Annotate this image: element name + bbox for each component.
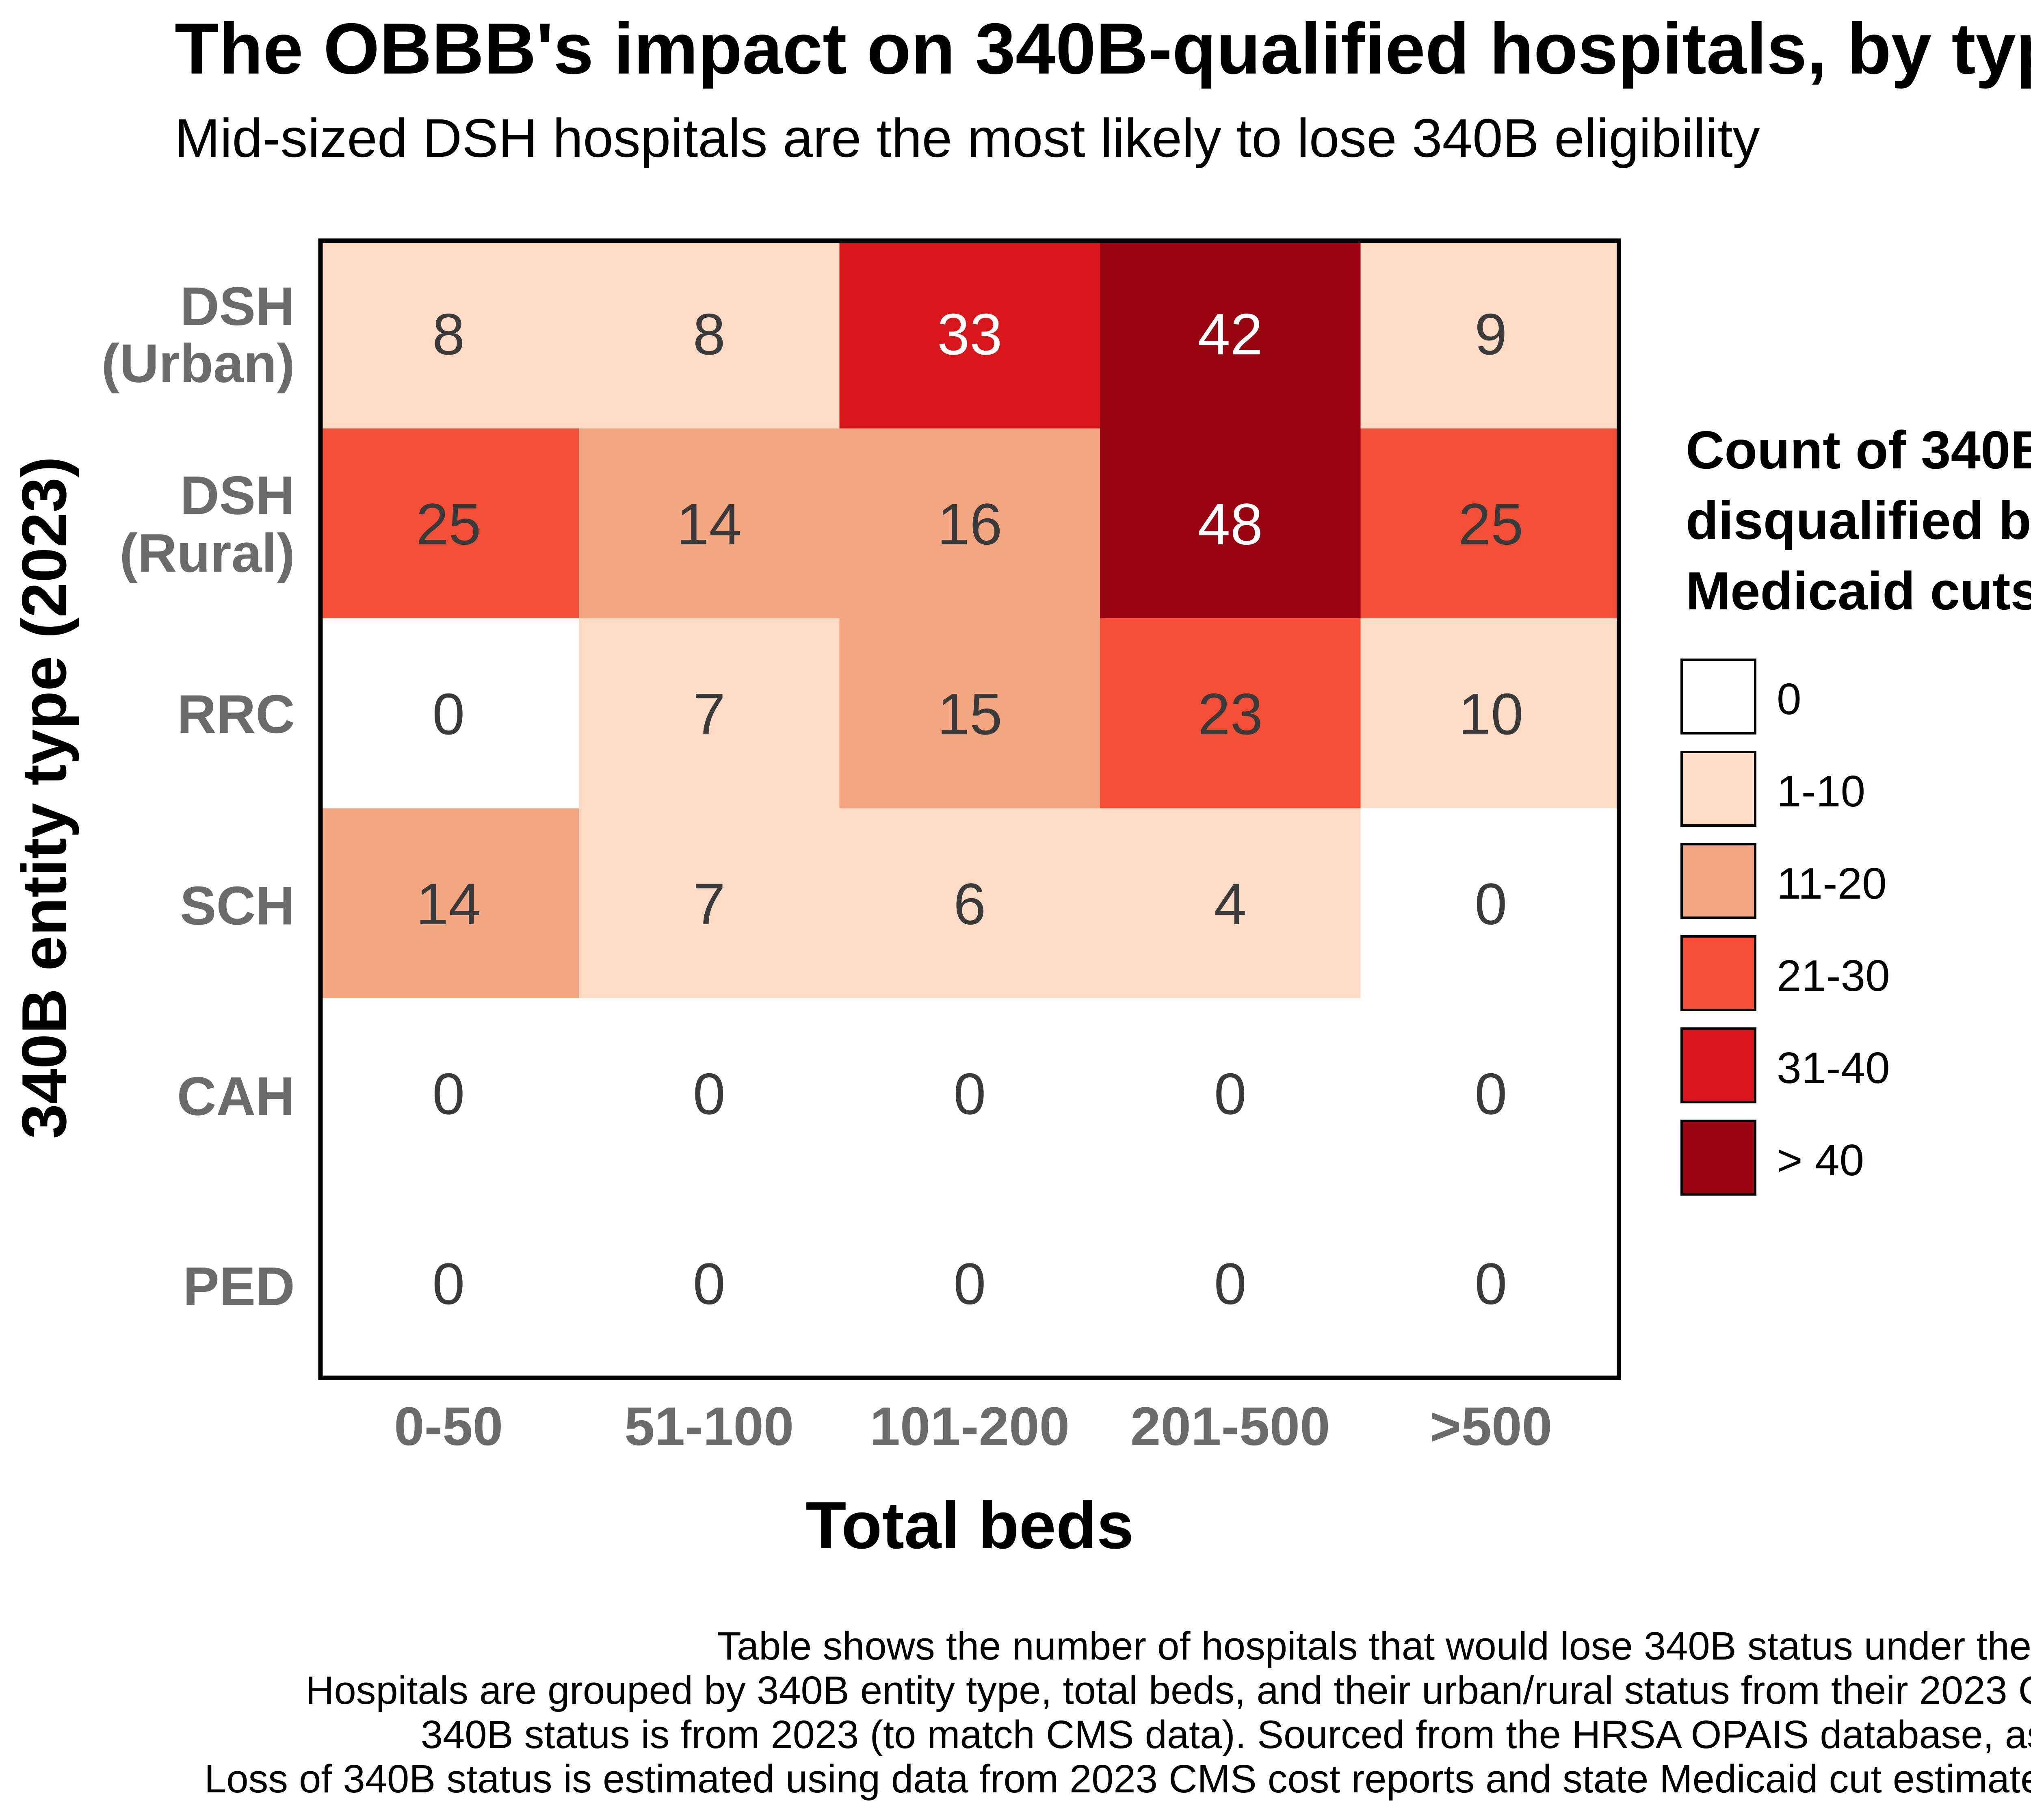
svg-text:1-10: 1-10 (1777, 767, 1865, 816)
svg-text:340B entity type (2023): 340B entity type (2023) (9, 457, 79, 1139)
svg-text:DSH: DSH (180, 276, 295, 337)
svg-text:0: 0 (1475, 1251, 1507, 1317)
svg-text:0: 0 (693, 1061, 725, 1127)
svg-text:0: 0 (953, 1061, 986, 1127)
svg-text:Mid-sized DSH hospitals are th: Mid-sized DSH hospitals are the most lik… (175, 108, 1760, 169)
svg-text:8: 8 (432, 301, 465, 367)
svg-text:8: 8 (693, 301, 725, 367)
svg-text:25: 25 (416, 492, 481, 557)
svg-text:4: 4 (1214, 871, 1247, 937)
svg-text:23: 23 (1198, 681, 1263, 747)
svg-text:(Urban): (Urban) (102, 334, 295, 394)
svg-text:CAH: CAH (177, 1066, 295, 1127)
svg-text:Hospitals are grouped by 340B: Hospitals are grouped by 340B entity typ… (305, 1668, 2031, 1712)
svg-text:11-20: 11-20 (1777, 859, 1887, 908)
svg-text:>500: >500 (1429, 1396, 1552, 1457)
svg-text:Table shows the number of hosp: Table shows the number of hospitals that… (717, 1624, 2031, 1668)
svg-text:42: 42 (1198, 301, 1263, 367)
svg-text:0: 0 (1214, 1061, 1247, 1127)
svg-text:> 40: > 40 (1777, 1135, 1864, 1185)
svg-text:14: 14 (677, 492, 742, 557)
svg-text:31-40: 31-40 (1777, 1043, 1890, 1093)
svg-text:Count of 340B hospitals: Count of 340B hospitals (1686, 420, 2031, 480)
svg-text:7: 7 (693, 871, 725, 937)
svg-text:The OBBB's impact on 340B-qual: The OBBB's impact on 340B-qualified hosp… (175, 8, 2031, 89)
svg-text:Loss of 340B status is estimat: Loss of 340B status is estimated using d… (204, 1757, 2031, 1801)
svg-text:PED: PED (183, 1257, 295, 1317)
svg-text:(Rural): (Rural) (119, 523, 295, 584)
svg-text:10: 10 (1458, 681, 1523, 747)
svg-text:340B status is from 2023 (to m: 340B status is from 2023 (to match CMS d… (421, 1712, 2031, 1757)
svg-text:0: 0 (1475, 871, 1507, 937)
svg-text:7: 7 (693, 681, 725, 747)
svg-text:0: 0 (1475, 1061, 1507, 1127)
svg-text:Total beds: Total beds (805, 1488, 1134, 1562)
svg-text:101-200: 101-200 (870, 1396, 1070, 1457)
svg-text:15: 15 (937, 681, 1002, 747)
svg-text:0: 0 (953, 1251, 986, 1317)
svg-text:0-50: 0-50 (394, 1396, 503, 1457)
svg-text:0: 0 (432, 681, 465, 747)
svg-text:0: 0 (1214, 1251, 1247, 1317)
svg-text:SCH: SCH (180, 876, 295, 936)
svg-text:9: 9 (1475, 301, 1507, 367)
svg-text:25: 25 (1458, 492, 1523, 557)
svg-text:21-30: 21-30 (1777, 951, 1890, 1001)
svg-text:0: 0 (693, 1251, 725, 1317)
svg-text:14: 14 (416, 871, 481, 937)
svg-text:33: 33 (937, 301, 1002, 367)
svg-text:RRC: RRC (177, 684, 295, 745)
svg-text:0: 0 (432, 1251, 465, 1317)
svg-text:0: 0 (432, 1061, 465, 1127)
svg-text:Medicaid cuts: Medicaid cuts (1686, 561, 2031, 621)
svg-text:48: 48 (1198, 492, 1263, 557)
svg-text:201-500: 201-500 (1130, 1396, 1330, 1457)
svg-text:51-100: 51-100 (624, 1396, 794, 1457)
svg-text:DSH: DSH (180, 466, 295, 526)
svg-text:disqualified by OBBB: disqualified by OBBB (1686, 491, 2031, 550)
svg-text:6: 6 (953, 871, 986, 937)
svg-text:16: 16 (937, 492, 1002, 557)
svg-text:0: 0 (1777, 674, 1801, 724)
